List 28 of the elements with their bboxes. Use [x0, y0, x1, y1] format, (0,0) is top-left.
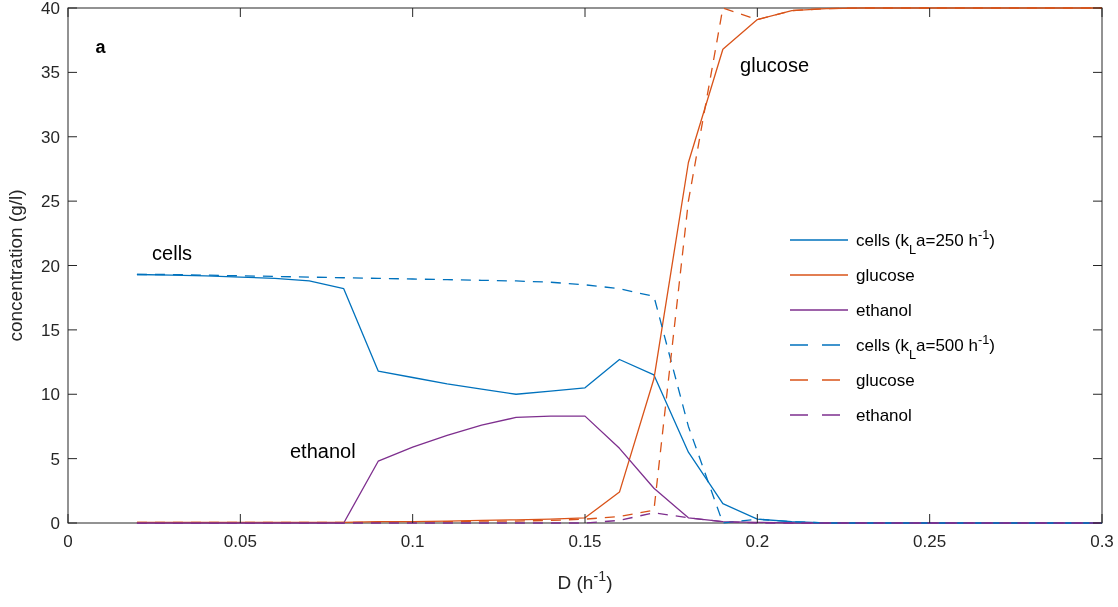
y-tick-label: 15	[41, 320, 60, 340]
annotation: cells	[152, 242, 193, 265]
x-tick-label: 0.2	[745, 532, 770, 551]
annotation: ethanol	[289, 439, 356, 462]
y-tick-label: 25	[41, 192, 60, 212]
y-tick-label: 5	[50, 449, 60, 469]
y-tick-label: 40	[41, 0, 60, 18]
annotation: glucose	[740, 54, 810, 77]
y-tick-label: 0	[50, 514, 60, 533]
legend-label: glucose	[856, 266, 915, 285]
legend-label: ethanol	[856, 301, 912, 320]
x-tick-label: 0.05	[223, 532, 257, 551]
x-tick-label: 0.25	[913, 532, 947, 551]
y-tick-label: 35	[41, 63, 60, 83]
y-tick-label: 30	[41, 127, 60, 147]
y-axis-title: concentration (g/l)	[5, 189, 26, 342]
y-tick-label: 10	[41, 385, 60, 405]
legend-label: ethanol	[856, 406, 912, 425]
x-axis-title: D (h$^{-1}$)	[557, 568, 613, 593]
legend-label: glucose	[856, 371, 915, 390]
legend-label: cells (k$_{L}$a=500 h$^{-1}$)	[856, 331, 995, 362]
y-tick-label: 20	[41, 256, 60, 276]
annotation: a	[95, 37, 107, 58]
x-tick-label: 0.15	[568, 532, 602, 551]
legend-label: cells (k$_{L}$a=250 h$^{-1}$)	[856, 226, 995, 257]
x-tick-label: 0.3	[1090, 532, 1114, 551]
x-tick-label: 0.1	[400, 532, 425, 551]
x-tick-label: 0	[63, 532, 73, 551]
